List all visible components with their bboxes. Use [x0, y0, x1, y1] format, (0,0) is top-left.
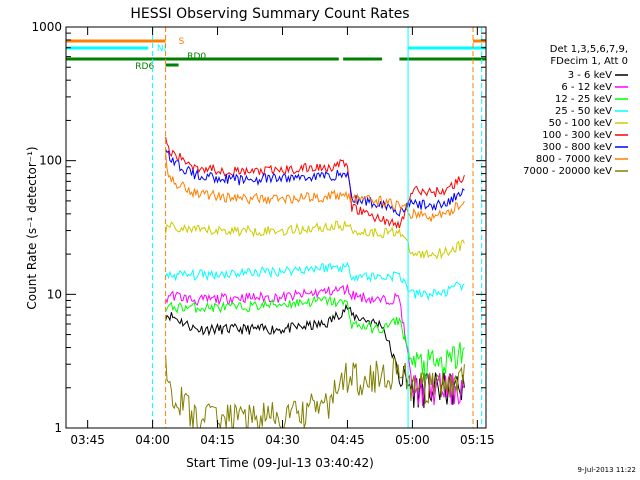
- legend: Det 1,3,5,6,7,9,FDecim 1, Att 0 3 - 6 keV…: [523, 44, 628, 177]
- x-tick-label: 03:45: [70, 433, 105, 447]
- observing-flags: S NI RD0 RD6: [66, 27, 486, 428]
- x-tick-label: 04:30: [265, 433, 300, 447]
- flag-label: NI: [157, 44, 166, 54]
- y-tick-label: 10: [47, 287, 62, 301]
- flag-label: RD6: [135, 62, 154, 72]
- y-axis-label: Count Rate (s⁻¹ detector⁻¹): [25, 146, 39, 309]
- legend-header: FDecim 1, Att 0: [550, 56, 628, 67]
- series-line-6: [165, 136, 465, 230]
- legend-entry: 25 - 50 keV: [555, 106, 612, 117]
- y-axis: 1 10 100 1000: [31, 20, 486, 435]
- x-axis: 03:45 04:00 04:15 04:30 04:45 05:00 05:15: [70, 27, 495, 447]
- x-axis-label: Start Time (09-Jul-13 03:40:42): [186, 456, 374, 470]
- series-line-7: [165, 149, 465, 217]
- legend-header: Det 1,3,5,6,7,9,: [550, 44, 628, 55]
- x-tick-label: 04:00: [135, 433, 170, 447]
- y-tick-label: 1000: [31, 20, 62, 34]
- timestamp: 9-Jul-2013 11:22: [577, 466, 636, 474]
- x-tick-label: 05:00: [395, 433, 430, 447]
- series-line-4: [165, 261, 465, 301]
- y-tick-label: 100: [39, 154, 62, 168]
- x-tick-label: 04:15: [200, 433, 235, 447]
- series-line-1: [165, 303, 465, 409]
- x-tick-label: 05:15: [460, 433, 495, 447]
- x-tick-label: 04:45: [330, 433, 365, 447]
- series-line-8: [165, 152, 465, 222]
- series-line-9: [165, 355, 465, 429]
- legend-entry: 12 - 25 keV: [555, 94, 612, 105]
- series-line-3: [165, 295, 465, 382]
- legend-entry: 50 - 100 keV: [549, 118, 613, 129]
- flag-label: RD0: [187, 52, 206, 62]
- legend-entry: 7000 - 20000 keV: [523, 166, 612, 177]
- plot-area: S NI RD0 RD6: [66, 27, 486, 429]
- y-tick-label: 1: [54, 421, 62, 435]
- series-line-5: [165, 220, 465, 260]
- legend-entry: 100 - 300 keV: [542, 130, 612, 141]
- flag-label: S: [179, 37, 185, 47]
- chart-title: HESSI Observing Summary Count Rates: [130, 6, 409, 22]
- legend-entry: 800 - 7000 keV: [536, 154, 612, 165]
- plot-frame: [65, 26, 487, 429]
- legend-entry: 6 - 12 keV: [561, 82, 612, 93]
- legend-entry: 300 - 800 keV: [542, 142, 612, 153]
- legend-entry: 3 - 6 keV: [568, 70, 612, 81]
